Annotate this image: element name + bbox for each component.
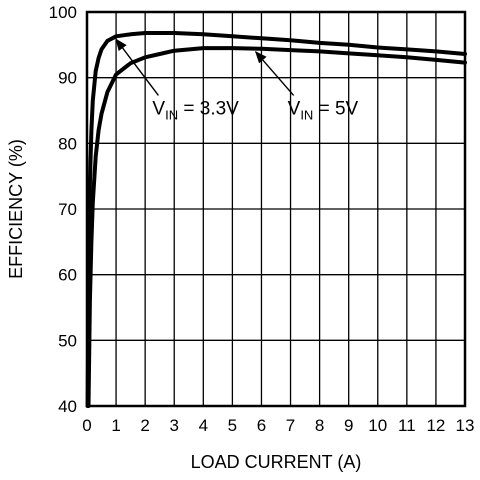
- series-line-2: [86, 46, 467, 408]
- annotations: VIN = 3.3V VIN = 5V: [115, 38, 359, 122]
- x-tick-label: 0: [82, 416, 91, 435]
- y-tick-label: 60: [58, 266, 77, 285]
- y-tick-label: 40: [58, 397, 77, 416]
- y-tick-label: 50: [58, 331, 77, 350]
- grid-lines: [86, 11, 466, 407]
- x-tick-label: 5: [228, 416, 237, 435]
- series-line-1: [85, 31, 467, 408]
- x-tick-label: 8: [315, 416, 324, 435]
- x-tick-label: 13: [456, 416, 475, 435]
- annotation-label-2: VIN = 5V: [288, 98, 359, 122]
- annotation-arrow-1: [115, 38, 159, 96]
- y-axis-title: EFFICIENCY (%): [6, 139, 26, 279]
- x-tick-label: 6: [257, 416, 266, 435]
- annotation-label-1: VIN = 3.3V: [152, 98, 239, 122]
- x-tick-label: 2: [140, 416, 149, 435]
- y-tick-labels: 40 50 60 70 80 90 100: [49, 3, 77, 416]
- y-tick-label: 90: [58, 69, 77, 88]
- y-tick-label: 100: [49, 3, 77, 22]
- x-tick-label: 7: [286, 416, 295, 435]
- y-tick-label: 70: [58, 200, 77, 219]
- plot-frame: [85, 10, 467, 408]
- annotation-arrow-2: [254, 51, 295, 96]
- x-tick-label: 12: [426, 416, 445, 435]
- x-tick-label: 11: [398, 416, 416, 435]
- x-tick-label: 3: [169, 416, 178, 435]
- x-axis-title: LOAD CURRENT (A): [191, 452, 362, 472]
- x-tick-label: 4: [199, 416, 208, 435]
- y-tick-label: 80: [58, 134, 77, 153]
- x-tick-label: 9: [344, 416, 353, 435]
- x-tick-labels: 0 1 2 3 4 5 6 7 8 9 10 11 12 13: [82, 416, 474, 435]
- series-lines: [85, 31, 467, 408]
- x-tick-label: 10: [368, 416, 387, 435]
- x-tick-label: 1: [111, 416, 120, 435]
